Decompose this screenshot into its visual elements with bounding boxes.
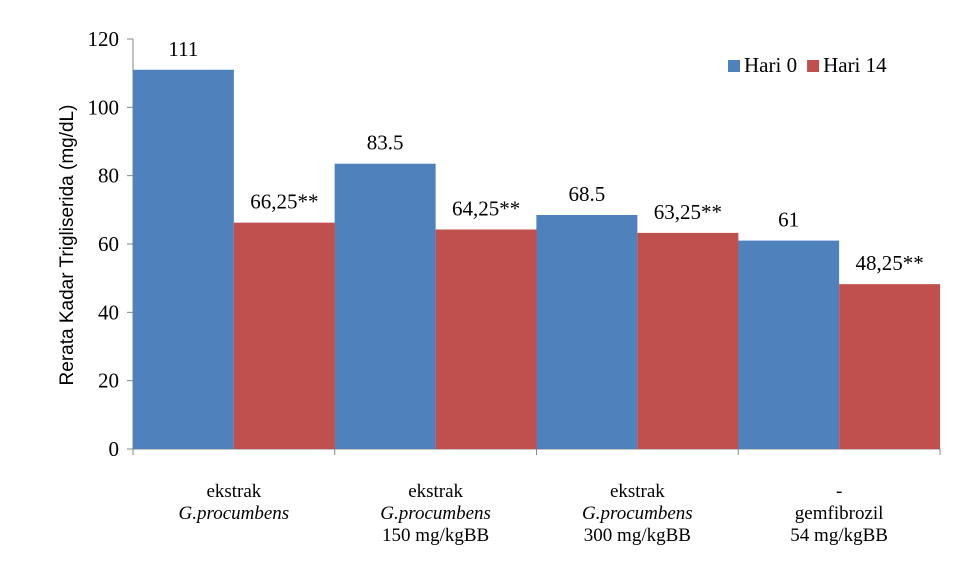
bar-hari-14 (637, 232, 739, 449)
legend-label: Hari 0 (744, 53, 797, 77)
category-label-line: - (836, 481, 842, 502)
category-label-line: ekstrak (206, 481, 261, 502)
category-label-line: 300 mg/kgBB (584, 525, 691, 546)
y-tick-label: 80 (98, 164, 119, 188)
data-label: 83.5 (367, 131, 404, 155)
y-tick-label: 100 (88, 95, 120, 119)
category-label-line: G.procumbens (582, 503, 693, 524)
x-axis: ekstrakG.procumbensekstrakG.procumbens15… (179, 481, 888, 546)
y-axis-label: Rerata Kadar Trigliserida (mg/dL) (57, 105, 78, 386)
y-tick-label: 120 (88, 27, 120, 51)
category-label-line: G.procumbens (179, 503, 290, 524)
y-axis-title: Rerata Kadar Trigliserida (mg/dL) (57, 105, 78, 386)
bar-hari-14 (233, 222, 335, 449)
data-label: 61 (778, 208, 799, 232)
data-label: 48,25** (856, 251, 924, 275)
category-label-line: 54 mg/kgBB (790, 525, 888, 546)
legend-swatch (728, 60, 740, 72)
bar-hari-0 (334, 163, 436, 450)
legend: Hari 0 Hari 14 (728, 53, 887, 77)
y-tick-label: 0 (109, 437, 120, 461)
bar-hari-0 (132, 69, 234, 449)
y-tick-label: 60 (98, 232, 119, 256)
bar-hari-14 (435, 229, 537, 449)
category-label-line: ekstrak (408, 481, 463, 502)
bar-hari-0 (738, 240, 840, 449)
category-label-line: G.procumbens (380, 503, 491, 524)
y-tick-label: 20 (98, 369, 119, 393)
data-label: 111 (168, 37, 198, 61)
data-label: 68.5 (569, 182, 606, 206)
bar-hari-0 (536, 214, 638, 449)
plot-area: 111 83.5 68.5 61 66,25** 64,25** 63,25** 48,25*… (132, 37, 941, 455)
category-label-line: ekstrak (610, 481, 665, 502)
category-label-line: 150 mg/kgBB (382, 525, 489, 546)
y-tick-label: 40 (98, 300, 119, 324)
category-label-line: gemfibrozil (795, 503, 884, 524)
bar-hari-14 (839, 284, 941, 449)
legend-swatch (807, 60, 820, 72)
data-label: 63,25** (654, 200, 722, 224)
data-label: 64,25** (452, 196, 520, 220)
legend-label: Hari 14 (823, 53, 887, 77)
data-label: 66,25** (250, 190, 318, 214)
